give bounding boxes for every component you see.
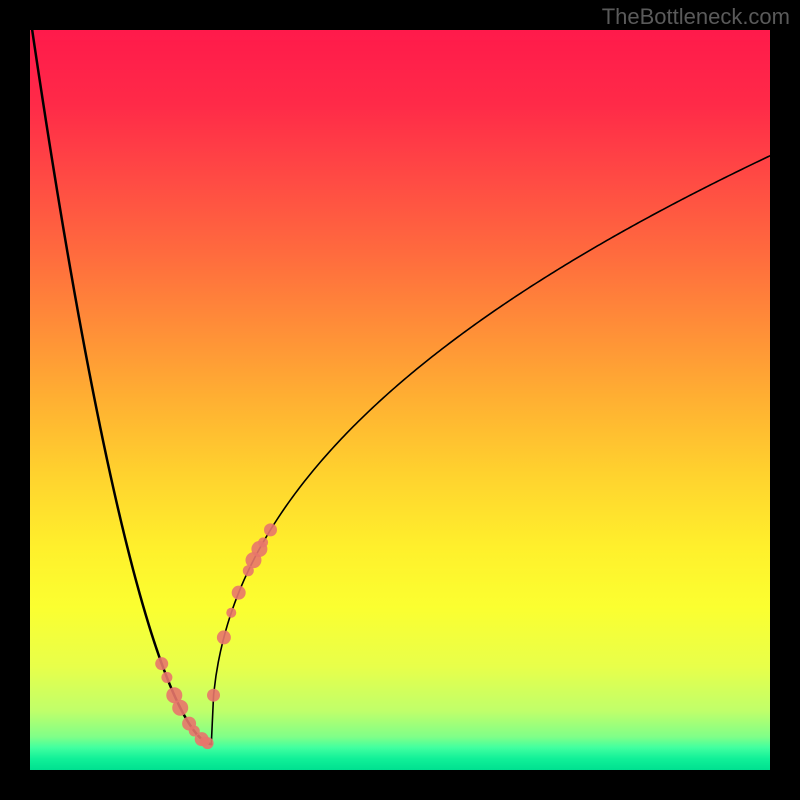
watermark-text: TheBottleneck.com [602,4,790,30]
chart-container: TheBottleneck.com [0,0,800,800]
curve-marker [207,689,220,702]
plot-background [30,30,770,770]
curve-marker [232,586,246,600]
curve-marker [172,700,188,716]
curve-marker [264,523,277,536]
curve-marker [217,630,231,644]
curve-marker [155,657,168,670]
curve-marker [202,737,214,749]
curve-marker [258,537,268,547]
chart-svg [0,0,800,800]
curve-marker [226,608,236,618]
curve-marker [161,672,172,683]
